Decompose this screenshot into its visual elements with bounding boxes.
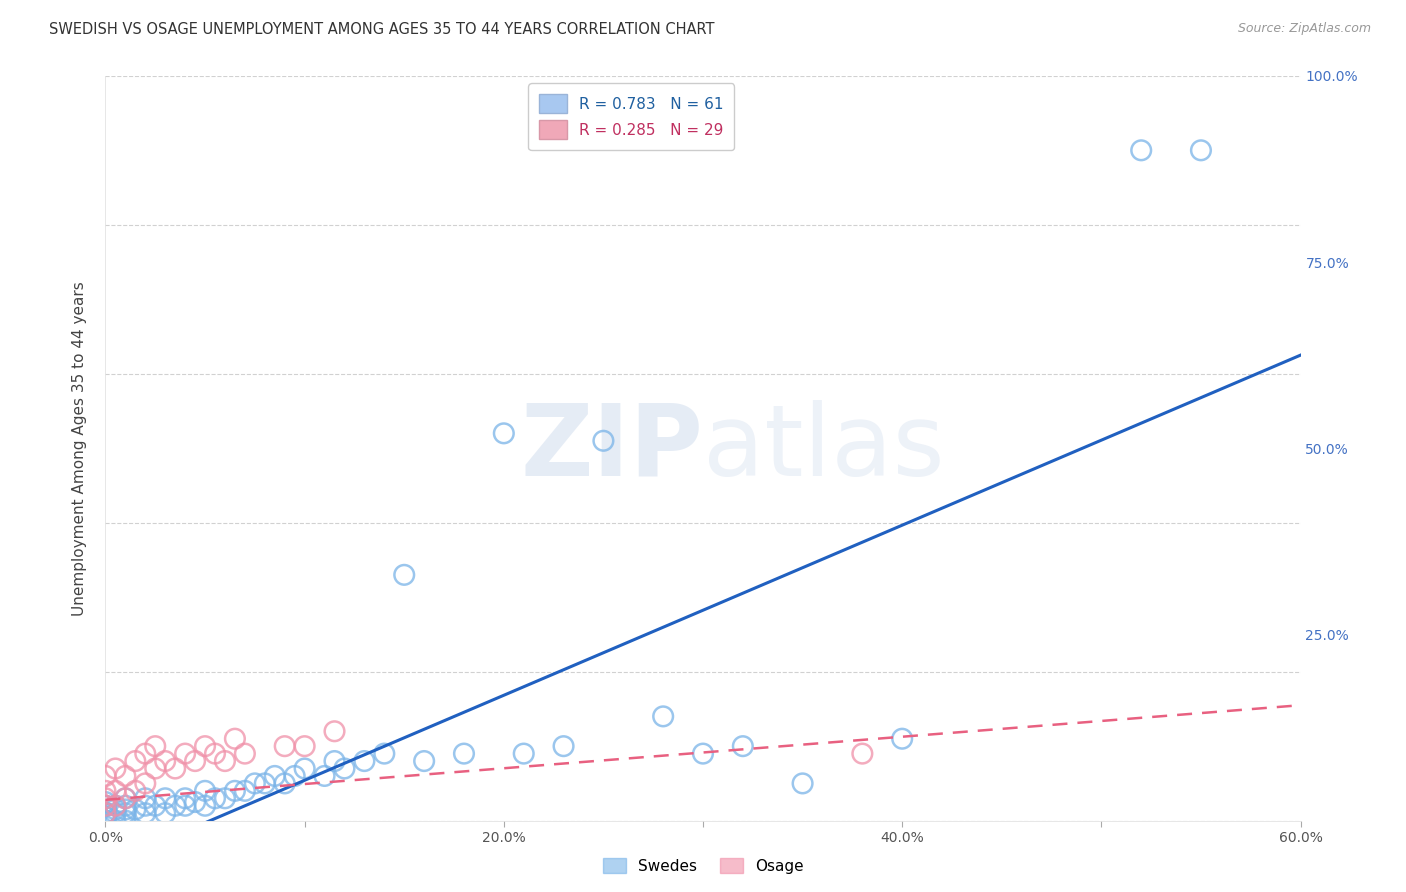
Point [94, 806, 117, 821]
Point [553, 739, 575, 753]
Point [314, 769, 336, 783]
Point [692, 747, 714, 761]
Point [224, 784, 246, 798]
Point [224, 731, 246, 746]
Point [851, 747, 873, 761]
Point [184, 795, 207, 809]
Point [114, 791, 136, 805]
Point [392, 567, 416, 582]
Point [294, 762, 316, 776]
Text: ZIP: ZIP [520, 400, 703, 497]
Point [94, 798, 117, 813]
Point [323, 754, 346, 768]
Point [413, 754, 436, 768]
Point [174, 791, 197, 805]
Point [104, 806, 127, 821]
Y-axis label: Unemployment Among Ages 35 to 44 years: Unemployment Among Ages 35 to 44 years [72, 281, 87, 615]
Point [184, 754, 207, 768]
Point [94, 814, 117, 828]
Point [273, 776, 295, 790]
Point [243, 776, 266, 790]
Point [174, 798, 197, 813]
Point [94, 810, 117, 824]
Point [94, 814, 117, 828]
Point [263, 769, 285, 783]
Legend: R = 0.783   N = 61, R = 0.285   N = 29: R = 0.783 N = 61, R = 0.285 N = 29 [529, 84, 734, 150]
Point [114, 798, 136, 813]
Point [214, 754, 236, 768]
Point [273, 739, 295, 753]
Point [104, 798, 127, 813]
Point [592, 434, 614, 448]
Point [233, 784, 256, 798]
Point [104, 762, 127, 776]
Point [104, 802, 127, 816]
Point [373, 747, 395, 761]
Legend: Swedes, Osage: Swedes, Osage [596, 852, 810, 880]
Point [492, 426, 515, 441]
Text: SWEDISH VS OSAGE UNEMPLOYMENT AMONG AGES 35 TO 44 YEARS CORRELATION CHART: SWEDISH VS OSAGE UNEMPLOYMENT AMONG AGES… [49, 22, 714, 37]
Point [214, 791, 236, 805]
Point [124, 754, 146, 768]
Point [94, 806, 117, 821]
Point [652, 709, 675, 723]
Point [353, 754, 375, 768]
Point [194, 798, 217, 813]
Point [1189, 143, 1212, 157]
Point [134, 791, 156, 805]
Point [731, 739, 754, 753]
Point [104, 784, 127, 798]
Text: Source: ZipAtlas.com: Source: ZipAtlas.com [1237, 22, 1371, 36]
Point [174, 747, 197, 761]
Point [94, 806, 117, 821]
Point [233, 747, 256, 761]
Point [104, 814, 127, 828]
Point [134, 806, 156, 821]
Point [124, 802, 146, 816]
Point [94, 784, 117, 798]
Point [114, 806, 136, 821]
Point [891, 731, 914, 746]
Point [153, 806, 177, 821]
Point [453, 747, 475, 761]
Point [124, 784, 146, 798]
Point [134, 747, 156, 761]
Point [114, 814, 136, 828]
Point [134, 776, 156, 790]
Point [194, 739, 217, 753]
Point [153, 791, 177, 805]
Point [513, 747, 536, 761]
Point [94, 798, 117, 813]
Point [165, 762, 187, 776]
Point [143, 762, 166, 776]
Point [114, 769, 136, 783]
Point [94, 795, 117, 809]
Point [204, 791, 226, 805]
Point [94, 810, 117, 824]
Point [114, 802, 136, 816]
Point [143, 739, 166, 753]
Text: atlas: atlas [703, 400, 945, 497]
Point [1130, 143, 1153, 157]
Point [792, 776, 814, 790]
Point [153, 754, 177, 768]
Point [94, 791, 117, 805]
Point [194, 784, 217, 798]
Point [94, 806, 117, 821]
Point [104, 798, 127, 813]
Point [284, 769, 307, 783]
Point [165, 798, 187, 813]
Point [94, 798, 117, 813]
Point [134, 798, 156, 813]
Point [114, 791, 136, 805]
Point [294, 739, 316, 753]
Point [253, 776, 276, 790]
Point [94, 769, 117, 783]
Point [333, 762, 356, 776]
Point [323, 724, 346, 739]
Point [143, 798, 166, 813]
Point [204, 747, 226, 761]
